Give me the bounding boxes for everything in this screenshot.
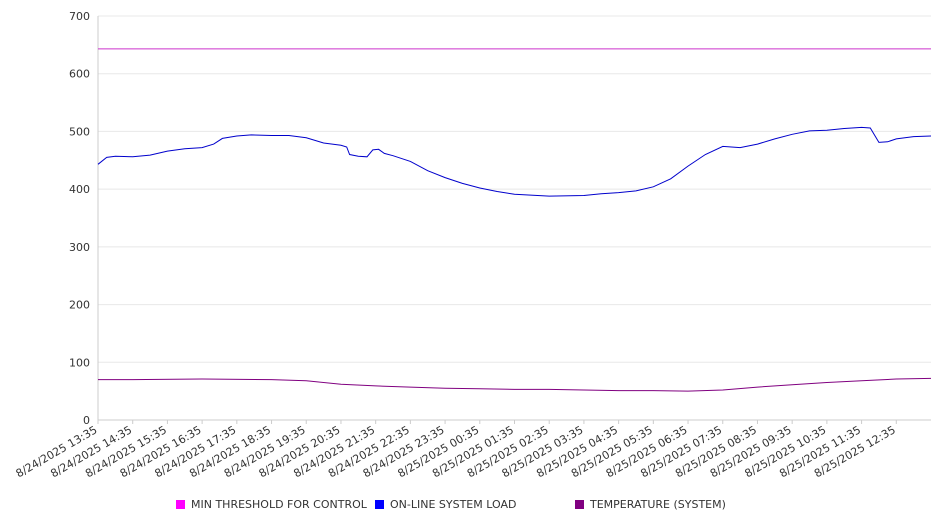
series-line-2 [98, 377, 932, 392]
y-tick-label: 400 [69, 183, 90, 196]
x-axis-ticks: 8/24/2025 13:358/24/2025 14:358/24/2025 … [14, 420, 898, 480]
legend-label: ON-LINE SYSTEM LOAD [390, 498, 517, 511]
y-tick-label: 300 [69, 241, 90, 254]
series-lines [97, 48, 932, 392]
y-tick-label: 200 [69, 299, 90, 312]
legend-label: TEMPERATURE (SYSTEM) [590, 498, 726, 511]
y-tick-label: 100 [69, 356, 90, 369]
legend-item[interactable]: MIN THRESHOLD FOR CONTROL [176, 498, 367, 511]
y-tick-label: 600 [69, 68, 90, 81]
axes [97, 16, 931, 421]
legend-swatch [375, 500, 384, 509]
legend-item[interactable]: TEMPERATURE (SYSTEM) [575, 498, 726, 511]
legend-swatch [176, 500, 185, 509]
legend-swatch [575, 500, 584, 509]
y-axis-ticks: 0 100 200 300 400 500 600 700 [69, 10, 90, 427]
y-tick-label: 700 [69, 10, 90, 23]
y-tick-label: 500 [69, 125, 90, 138]
legend: MIN THRESHOLD FOR CONTROL ON-LINE SYSTEM … [0, 498, 946, 514]
y-tick-label: 0 [83, 414, 90, 427]
legend-item[interactable]: ON-LINE SYSTEM LOAD [375, 498, 516, 511]
series-line-1 [97, 126, 932, 197]
legend-label: MIN THRESHOLD FOR CONTROL [191, 498, 367, 511]
gridlines [98, 15, 931, 363]
